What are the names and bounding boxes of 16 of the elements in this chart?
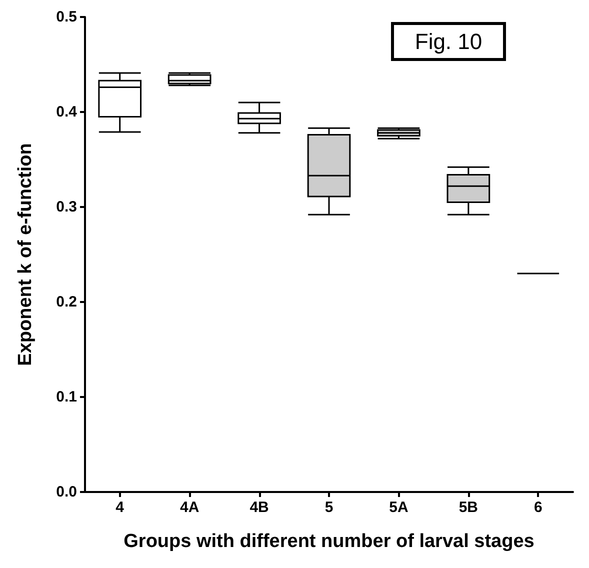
y-tick-label: 0.3 [56,198,77,216]
x-tick-label: 5 [324,499,334,516]
annotation: Fig. 10 [414,29,482,54]
y-axis-title: Exponent k of e-function [15,143,36,366]
x-tick-label: 4 [116,499,125,516]
x-tick-label: 5A [389,499,408,516]
x-axis-title: Groups with different number of larval stages [124,531,534,552]
x-tick-label: 6 [534,499,542,516]
y-tick-label: 0.5 [56,8,77,26]
y-tick-label: 0.4 [56,104,78,120]
x-tick-label: 4B [250,499,270,516]
x-tick-label: 4A [180,499,200,516]
y-tick-label: 0.1 [56,388,77,406]
y-tick-label: 0.2 [56,294,77,310]
y-tick-label: 0.0 [56,484,77,500]
x-tick-label: 5B [458,499,478,516]
